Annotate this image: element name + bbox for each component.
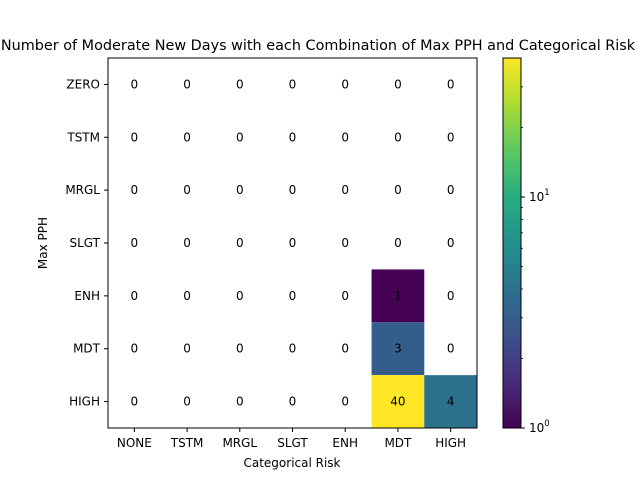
cell-value-label: 0: [341, 130, 349, 144]
cell-value-label: 0: [289, 236, 297, 250]
cell-value-label: 0: [394, 130, 402, 144]
cell-value-label: 0: [236, 395, 244, 409]
y-tick-label: ZERO: [66, 77, 100, 91]
cell-value-label: 1: [394, 289, 402, 303]
cell-value-label: 0: [341, 395, 349, 409]
cell-value-label: 0: [447, 236, 455, 250]
cell-value-label: 0: [341, 236, 349, 250]
x-tick-label: NONE: [117, 436, 152, 450]
cell-value-label: 0: [236, 236, 244, 250]
cell-value-label: 0: [236, 77, 244, 91]
heatmap-cell: [371, 322, 425, 376]
y-tick-label: TSTM: [66, 130, 100, 144]
cell-value-label: 0: [131, 342, 139, 356]
cell-value-label: 0: [236, 342, 244, 356]
cell-value-label: 40: [390, 395, 405, 409]
heatmap-cell: [371, 375, 425, 428]
cell-value-label: 0: [131, 395, 139, 409]
cell-value-label: 3: [394, 342, 402, 356]
x-tick-label: ENH: [332, 436, 358, 450]
cell-value-label: 0: [183, 289, 191, 303]
x-axis-ticks: NONE TSTM MRGL SLGT ENH MDT HIGH: [117, 428, 466, 450]
x-tick-label: SLGT: [277, 436, 308, 450]
cell-value-label: 0: [236, 289, 244, 303]
cell-value-label: 0: [341, 342, 349, 356]
cell-value-label: 0: [447, 289, 455, 303]
cell-value-label: 0: [394, 236, 402, 250]
cell-value-label: 0: [341, 77, 349, 91]
cell-value-label: 0: [183, 342, 191, 356]
colorbar-tick-label: 101: [529, 188, 550, 204]
x-tick-label: MDT: [384, 436, 412, 450]
cell-value-label: 0: [183, 236, 191, 250]
cell-value-label: 0: [236, 130, 244, 144]
y-tick-label: SLGT: [69, 236, 100, 250]
cell-value-label: 0: [447, 77, 455, 91]
cell-value-label: 0: [131, 77, 139, 91]
cell-value-label: 0: [183, 77, 191, 91]
y-axis-label: Max PPH: [36, 217, 50, 269]
x-tick-label: TSTM: [170, 436, 204, 450]
y-tick-label: MRGL: [65, 183, 100, 197]
y-tick-label: HIGH: [69, 395, 100, 409]
x-axis-label: Categorical Risk: [243, 456, 340, 470]
cell-value-label: 0: [447, 342, 455, 356]
cell-value-label: 0: [447, 130, 455, 144]
cell-value-label: 0: [131, 130, 139, 144]
cell-value-label: 0: [289, 77, 297, 91]
heatmap-cell: [424, 375, 477, 428]
cell-value-label: 0: [341, 183, 349, 197]
colorbar: [502, 57, 522, 429]
y-tick-label: ENH: [74, 289, 100, 303]
cell-value-label: 4: [447, 395, 455, 409]
cell-value-label: 0: [394, 183, 402, 197]
cell-value-label: 0: [341, 289, 349, 303]
cell-value-labels: 0 0 0 0 0 0 0 0 0 0 0 0 0 0 0 0 0 0 0 0 0 0 0 0 0 0 0 0 0 0 0 0 0 1 0 0 0 0 0 0…: [131, 77, 455, 408]
colorbar-ticks: 100 101: [521, 86, 550, 435]
heatmap-cell: [371, 269, 425, 323]
cell-value-label: 0: [289, 289, 297, 303]
cell-value-label: 0: [394, 77, 402, 91]
cell-value-label: 0: [236, 183, 244, 197]
cell-value-label: 0: [447, 183, 455, 197]
y-axis-ticks: ZERO TSTM MRGL SLGT ENH MDT HIGH: [65, 77, 108, 409]
cell-value-label: 0: [183, 395, 191, 409]
x-tick-label: HIGH: [435, 436, 466, 450]
chart-title: Number of Moderate New Days with each Co…: [1, 38, 636, 54]
cell-value-label: 0: [131, 289, 139, 303]
heatmap-cells: [371, 269, 477, 428]
cell-value-label: 0: [183, 130, 191, 144]
cell-value-label: 0: [289, 130, 297, 144]
cell-value-label: 0: [289, 395, 297, 409]
colorbar-tick-label: 100: [529, 419, 550, 435]
cell-value-label: 0: [289, 342, 297, 356]
x-tick-label: MRGL: [222, 436, 257, 450]
cell-value-label: 0: [131, 236, 139, 250]
y-tick-label: MDT: [73, 342, 101, 356]
cell-value-label: 0: [183, 183, 191, 197]
cell-value-label: 0: [289, 183, 297, 197]
cell-value-label: 0: [131, 183, 139, 197]
